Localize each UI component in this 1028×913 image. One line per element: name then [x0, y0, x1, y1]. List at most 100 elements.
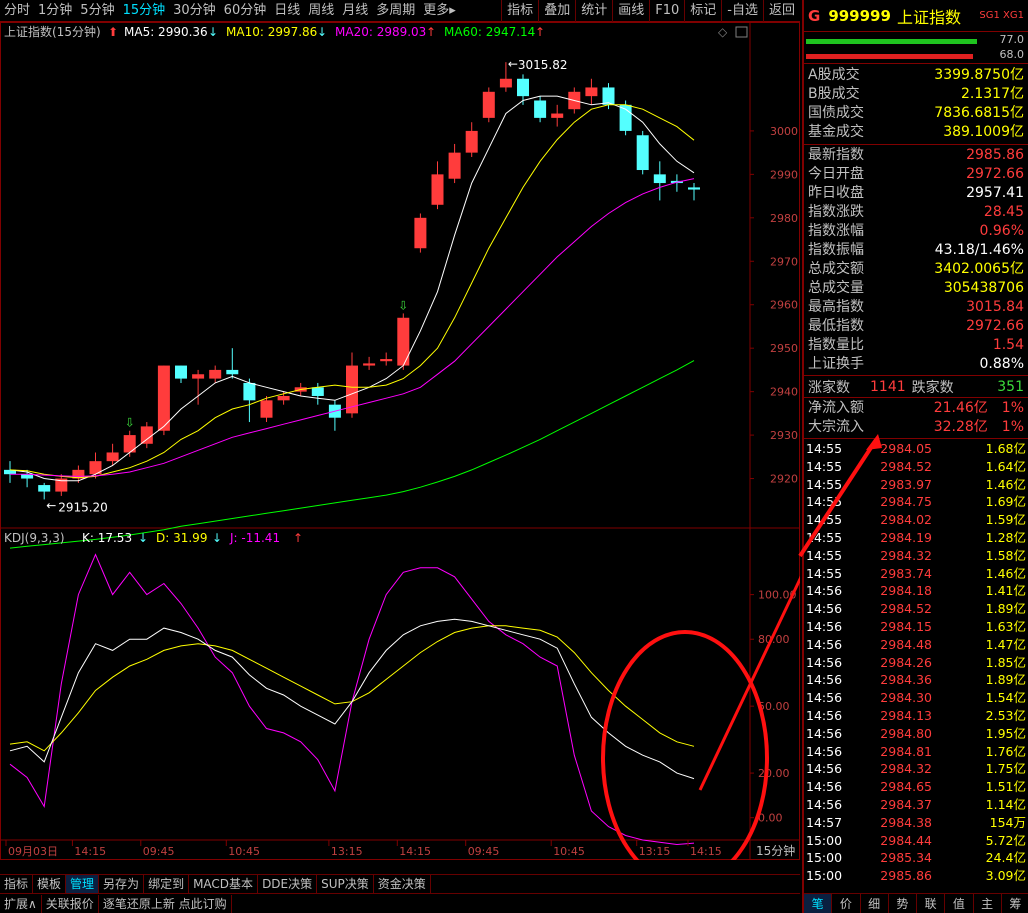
candle-body — [397, 317, 410, 366]
period-tab[interactable]: 多周期 — [376, 2, 416, 18]
flow-section: 净流入额 21.46亿 1% 大宗流入 32.28亿 1% — [804, 398, 1028, 439]
candle-body — [157, 365, 170, 431]
tick-row: 14:55 2984.52 1.64亿 — [804, 458, 1028, 476]
stat-value: 2957.41 — [966, 185, 1024, 201]
tick-price: 2985.86 — [880, 868, 932, 884]
stat-value: 0.88% — [979, 356, 1024, 372]
period-tab[interactable]: 分时 — [4, 2, 31, 18]
period-tab[interactable]: 30分钟 — [173, 2, 216, 18]
toolbar-button[interactable]: 叠加 — [538, 0, 575, 22]
tick-time: 14:55 — [806, 494, 843, 510]
period-tab[interactable]: 5分钟 — [80, 2, 115, 18]
tick-row: 14:56 2984.80 1.95亿 — [804, 725, 1028, 743]
indicator-tab[interactable]: 模板 — [33, 875, 67, 893]
indicator-tab[interactable]: 资金决策 — [374, 875, 431, 893]
candle-body — [636, 135, 649, 171]
price-tick-label: 2990 — [770, 168, 798, 181]
toolbar-button[interactable]: -自选 — [721, 0, 763, 22]
toolbar-button[interactable]: 返回 — [762, 0, 800, 22]
status-button[interactable]: 扩展∧ — [0, 894, 42, 913]
stat-row: 今日开盘 2972.66 — [804, 165, 1028, 184]
strength-bar-1-value: 77.0 — [999, 33, 1025, 46]
kdj-arrow: ↓ — [212, 531, 222, 545]
tick-price: 2984.75 — [880, 494, 932, 510]
period-tab[interactable]: 更多▸ — [423, 2, 456, 18]
tick-row: 14:56 2984.18 1.41亿 — [804, 582, 1028, 600]
close-panel-icon[interactable] — [735, 26, 748, 38]
candle — [688, 183, 700, 201]
candle — [175, 365, 187, 383]
toolbar-button[interactable]: 标记 — [684, 0, 721, 22]
indicator-tab[interactable]: 绑定到 — [144, 875, 190, 893]
indicator-tab[interactable]: MACD基本 — [189, 875, 259, 893]
candle — [636, 130, 649, 175]
indicator-tab[interactable]: DDE决策 — [258, 875, 318, 893]
period-tab[interactable]: 月线 — [342, 2, 369, 18]
period-tab[interactable]: 日线 — [274, 2, 301, 18]
toolbar-button[interactable]: F10 — [649, 0, 684, 22]
stat-label: 昨日收盘 — [808, 185, 864, 201]
tick-volume: 1.54亿 — [985, 690, 1026, 706]
panel-tab[interactable]: 值 — [945, 894, 974, 913]
period-tab[interactable]: 1分钟 — [38, 2, 73, 18]
tick-row: 14:56 2984.13 2.53亿 — [804, 707, 1028, 725]
candle-body — [585, 87, 598, 97]
tick-time: 14:56 — [806, 779, 843, 795]
tick-row: 15:00 2984.44 5.72亿 — [804, 832, 1028, 850]
stat-value: 2.1317亿 — [961, 86, 1024, 102]
tick-price: 2984.32 — [880, 761, 932, 777]
candle — [209, 365, 222, 383]
status-button[interactable]: 逐笔还原上新 点此订购 — [99, 894, 232, 913]
candle — [106, 443, 119, 466]
stat-row: 总成交额 3402.0065亿 — [804, 260, 1028, 279]
stat-row: A股成交 3399.8750亿 — [804, 66, 1028, 85]
candle-body — [311, 387, 324, 396]
ma-label: MA10: 2997.86 — [226, 25, 317, 39]
panel-tab[interactable]: 主 — [974, 894, 1002, 913]
candle — [363, 356, 376, 370]
tick-time: 14:56 — [806, 618, 843, 634]
panel-tab[interactable]: 筹 — [1002, 894, 1028, 913]
tick-price: 2984.38 — [880, 814, 932, 830]
stat-row: 基金成交 389.1009亿 — [804, 123, 1028, 142]
toolbar-button[interactable]: 统计 — [575, 0, 612, 22]
ma-label: MA60: 2947.14 — [444, 25, 535, 39]
panel-tab[interactable]: 笔 — [804, 894, 833, 913]
status-button[interactable]: 关联报价 — [42, 894, 99, 913]
indicator-tab[interactable]: 指标 — [0, 875, 34, 893]
candle-body — [123, 435, 136, 453]
kline-chart[interactable]: 上证指数(15分钟) ⬆ MA5: 2990.36 ↓ MA10: 2997.86 ↓ MA… — [0, 22, 800, 860]
toolbar-button[interactable]: 指标 — [501, 0, 538, 22]
tick-volume: 1.89亿 — [985, 601, 1026, 617]
candle-body — [363, 363, 376, 366]
tick-price: 2984.19 — [880, 529, 932, 545]
panel-tab[interactable]: 细 — [861, 894, 889, 913]
candle-body — [209, 369, 222, 379]
tick-list[interactable]: 14:55 2984.05 1.68亿 14:55 2984.52 1.64亿 14:55 2… — [804, 439, 1028, 885]
diamond-icon[interactable]: ◇ — [718, 25, 728, 39]
period-tab[interactable]: 15分钟 — [122, 2, 166, 18]
period-tab[interactable]: 60分钟 — [223, 2, 267, 18]
tick-price: 2985.34 — [880, 850, 932, 866]
candle-body — [72, 469, 85, 479]
toolbar-button[interactable]: 画线 — [612, 0, 649, 22]
candle — [380, 352, 393, 366]
annotation-arrow — [698, 575, 800, 791]
code-prefix: G — [808, 6, 821, 25]
time-label: 09:45 — [143, 845, 175, 858]
tick-volume: 1.58亿 — [985, 547, 1026, 563]
stat-value: 7836.6815亿 — [934, 105, 1024, 121]
indicator-tab[interactable]: 另存为 — [99, 875, 145, 893]
tool-buttons: 指标 叠加 统计 画线 F10 标记 -自选 返回 — [501, 0, 800, 22]
panel-tab[interactable]: 联 — [917, 894, 946, 913]
indicator-tab[interactable]: 管理 — [66, 875, 100, 893]
stat-label: 国债成交 — [808, 105, 864, 121]
flow-label: 大宗流入 — [808, 419, 864, 435]
stat-label: 指数量比 — [808, 337, 864, 353]
period-tab[interactable]: 周线 — [308, 2, 335, 18]
indicator-tab[interactable]: SUP决策 — [317, 875, 374, 893]
panel-tab[interactable]: 势 — [889, 894, 917, 913]
kdj-tick-label: 100.00 — [758, 589, 797, 602]
candle-body — [465, 130, 478, 153]
panel-tab[interactable]: 价 — [832, 894, 861, 913]
